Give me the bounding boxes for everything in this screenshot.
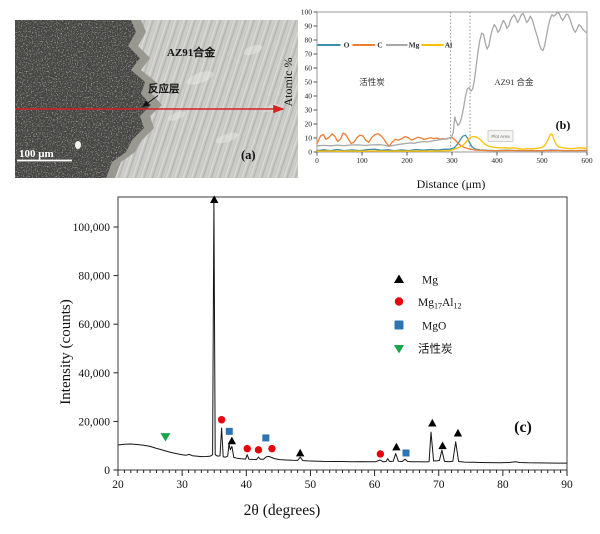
svg-text:600: 600: [581, 156, 593, 165]
svg-text:0: 0: [308, 148, 312, 157]
svg-text:70: 70: [305, 50, 313, 59]
svg-text:80: 80: [305, 36, 313, 45]
panel-b-plot-border: [316, 11, 588, 153]
panel-b-canvas: [316, 12, 588, 152]
svg-text:20: 20: [112, 479, 124, 491]
legend-marker-mgo: [394, 320, 404, 330]
reaction-layer-label: 反应层: [148, 82, 180, 95]
legend-label-Mg: Mg: [409, 41, 420, 50]
svg-text:80,000: 80,000: [78, 271, 110, 283]
panel-a-tag: (a): [241, 148, 256, 162]
svg-text:40,000: 40,000: [78, 368, 110, 380]
panel-c-canvas: 20 30 40 50 60 70 80 90 0 20,000 40,000 60,000 80,00…: [73, 195, 573, 491]
panel-c-xlabel: 2θ (degrees): [244, 502, 321, 519]
svg-text:70: 70: [433, 479, 445, 491]
svg-text:100,000: 100,000: [73, 222, 111, 234]
svg-text:300: 300: [446, 156, 458, 165]
svg-text:200: 200: [401, 156, 413, 165]
svg-text:20: 20: [305, 120, 313, 129]
svg-text:60: 60: [305, 64, 313, 73]
svg-text:50: 50: [305, 479, 317, 491]
legend-marker-mg: [394, 274, 404, 283]
reaction-layer-pointer-arrow: [142, 95, 159, 108]
legend-marker-mg17al12: [394, 297, 404, 306]
legend-label-O: O: [344, 41, 350, 50]
svg-text:400: 400: [491, 156, 503, 165]
legend-label-carbon: 活性炭: [418, 342, 453, 356]
sem-carbon-texture: [15, 20, 151, 178]
svg-text:20,000: 20,000: [78, 416, 110, 428]
panel-b-region-label-carbon: 活性炭: [359, 77, 385, 87]
plot-area-artifact: Plot Area: [487, 130, 514, 142]
legend-label-C: C: [377, 41, 382, 50]
svg-text:Plot Area: Plot Area: [491, 134, 510, 139]
svg-text:100: 100: [356, 156, 368, 165]
sem-bright-particle: [75, 141, 81, 149]
alloy-label: AZ91合金: [167, 45, 216, 59]
svg-text:500: 500: [536, 156, 548, 165]
legend-label-mg: Mg: [422, 275, 438, 287]
svg-text:0: 0: [315, 156, 319, 165]
svg-text:40: 40: [241, 479, 253, 491]
svg-text:60: 60: [369, 479, 381, 491]
svg-text:60,000: 60,000: [78, 319, 110, 331]
panel-b-region-label-alloy: AZ91 合金: [495, 77, 534, 87]
sem-alloy-bright-patches: [168, 44, 279, 144]
panel-c-xrd-chart: 20 30 40 50 60 70 80 90 0 20,000 40,000 60,000 80,00…: [58, 195, 573, 519]
panel-b-tag: (b): [556, 118, 571, 132]
panel-b-legend: O C Mg Al: [317, 41, 453, 50]
panel-c-plot-border: [117, 196, 568, 471]
legend-label-mgo: MgO: [422, 321, 446, 333]
svg-text:90: 90: [305, 22, 313, 31]
svg-text:90: 90: [561, 479, 573, 491]
svg-text:80: 80: [497, 479, 509, 491]
panel-c-ylabel: Intensity (counts): [58, 299, 74, 404]
svg-text:30: 30: [305, 106, 313, 115]
legend-label-mg17al12: Mg17Al12: [418, 297, 461, 311]
svg-text:100: 100: [301, 8, 313, 17]
panel-b-ylabel: Atomic %: [281, 58, 295, 107]
svg-text:0: 0: [104, 465, 110, 477]
panel-c-legend: Mg Mg17Al12 MgO 活性炭: [394, 274, 461, 356]
svg-text:30: 30: [176, 479, 188, 491]
panel-b-axes-ticks: 0 100 200 300 400 500 600 0 10 20 30 40 50 60 70 80 90 10…: [301, 8, 593, 165]
svg-text:50: 50: [305, 78, 313, 87]
svg-text:10: 10: [305, 134, 313, 143]
panel-c-tag: (c): [514, 419, 532, 436]
panel-b-eds-line-scan-chart: 0 100 200 300 400 500 600 0 10 20 30 40 50 60 70 80 90 10…: [281, 8, 593, 191]
legend-marker-carbon: [394, 345, 404, 354]
panel-a-sem-micrograph: AZ91合金 反应层 100 μm (a): [15, 20, 298, 178]
legend-label-Al: Al: [445, 41, 453, 50]
svg-text:40: 40: [305, 92, 313, 101]
panel-b-xlabel: Distance (μm): [417, 177, 486, 191]
scale-bar-label: 100 μm: [19, 148, 54, 160]
